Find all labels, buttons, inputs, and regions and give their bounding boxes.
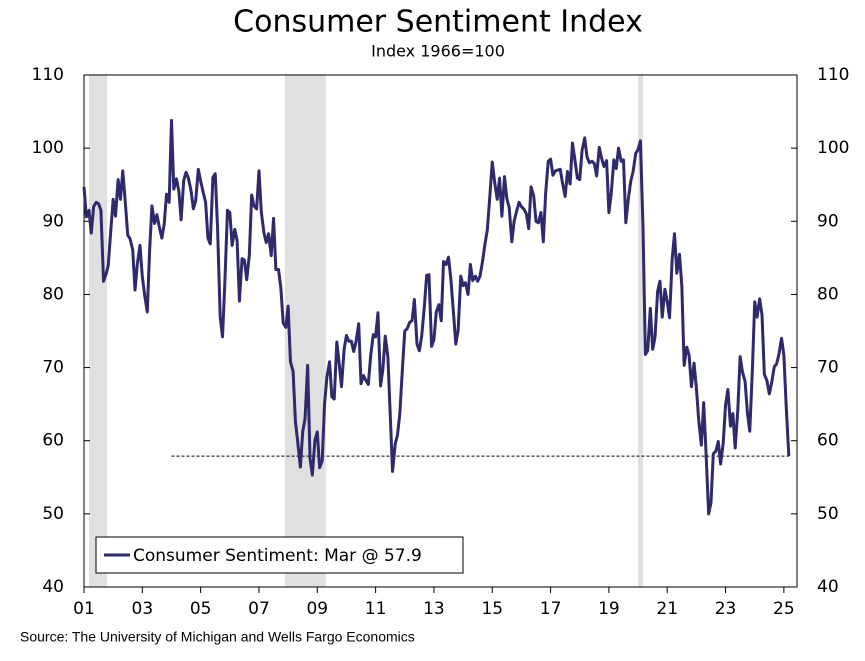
recession-band — [638, 75, 644, 587]
y-tick-label: 100 — [32, 138, 64, 158]
y2-tick-label: 90 — [817, 211, 839, 231]
y-tick-label: 40 — [42, 577, 64, 597]
x-tick-label: 01 — [73, 599, 95, 619]
y2-tick-label: 50 — [817, 504, 839, 524]
legend-box — [95, 536, 464, 574]
x-tick-label: 03 — [132, 599, 154, 619]
x-tick-label: 25 — [773, 599, 795, 619]
chart-title: Consumer Sentiment Index — [233, 5, 643, 40]
y-tick-label: 80 — [42, 284, 64, 304]
x-tick-label: 07 — [248, 599, 270, 619]
y2-tick-label: 40 — [817, 577, 839, 597]
y-tick-label: 50 — [42, 504, 64, 524]
x-tick-label: 19 — [598, 599, 620, 619]
recession-band — [88, 75, 108, 587]
series-line — [82, 118, 791, 516]
legend: Consumer Sentiment: Mar @ 57.9 — [95, 536, 464, 574]
x-tick-label: 23 — [715, 599, 737, 619]
x-tick-label: 11 — [365, 599, 387, 619]
y2-tick-label: 60 — [817, 431, 839, 451]
y-tick-label: 60 — [42, 431, 64, 451]
x-tick-label: 05 — [190, 599, 212, 619]
x-tick-label: 15 — [481, 599, 503, 619]
plot-frame — [83, 74, 798, 588]
chart-subtitle: Index 1966=100 — [371, 42, 505, 61]
source-note: Source: The University of Michigan and W… — [20, 629, 415, 645]
y-tick-label: 110 — [32, 65, 64, 85]
x-tick-label: 13 — [423, 599, 445, 619]
y2-tick-label: 100 — [817, 138, 849, 158]
y2-tick-label: 70 — [817, 358, 839, 378]
legend-label: Consumer Sentiment: Mar @ 57.9 — [133, 546, 422, 566]
y-tick-label: 70 — [42, 358, 64, 378]
recession-band — [284, 75, 326, 587]
y2-tick-label: 110 — [817, 65, 849, 85]
y2-tick-label: 80 — [817, 284, 839, 304]
y-tick-label: 90 — [42, 211, 64, 231]
x-tick-label: 17 — [540, 599, 562, 619]
x-tick-label: 09 — [306, 599, 328, 619]
x-tick-label: 21 — [656, 599, 678, 619]
